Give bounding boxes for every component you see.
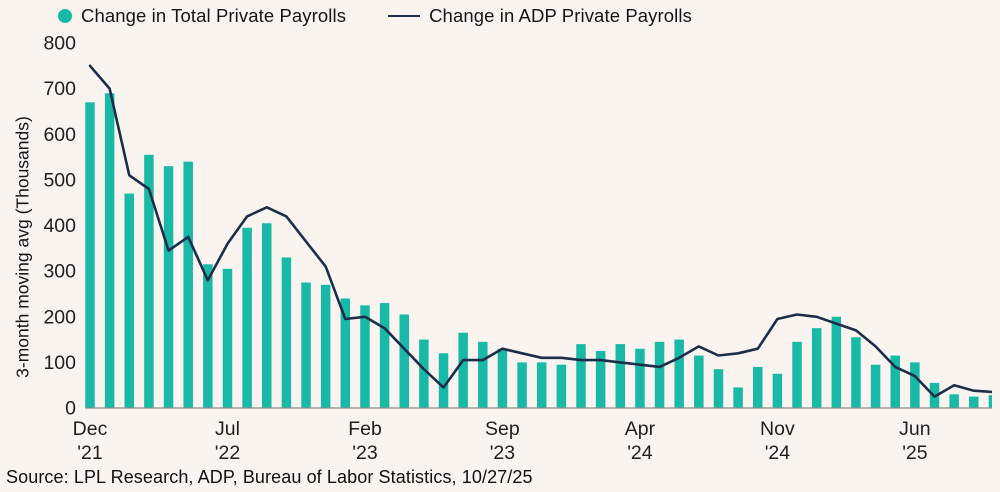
y-tick-label: 200 [43,306,76,328]
legend-dot-icon [58,9,72,23]
y-tick-label: 500 [43,169,76,191]
x-tick-month: Nov [760,418,795,440]
y-tick-label: 0 [65,398,76,420]
legend-item-adp-payrolls: Change in ADP Private Payrolls [388,5,692,27]
legend-item-total-payrolls: Change in Total Private Payrolls [58,5,346,27]
x-tick-year: '24 [627,442,653,464]
x-tick-month: Jul [215,418,240,440]
x-tick-month: Apr [625,418,656,440]
y-tick-label: 300 [43,261,76,283]
x-tick-year: '22 [215,442,240,464]
y-tick-label: 600 [43,124,76,146]
x-tick-month: Jun [899,418,930,440]
y-tick-label: 800 [43,33,76,55]
x-tick-year: '23 [352,442,377,464]
x-tick-month: Dec [73,418,108,440]
legend-label-total-payrolls: Change in Total Private Payrolls [81,5,347,26]
x-tick-month: Feb [348,418,382,440]
x-tick-year: '23 [490,442,515,464]
y-tick-label: 100 [43,352,76,374]
legend-line-icon [388,15,421,17]
y-tick-label: 700 [43,78,76,100]
source-note: Source: LPL Research, ADP, Bureau of Lab… [6,467,533,487]
x-tick-year: '25 [902,442,928,464]
x-tick-month: Sep [485,418,520,440]
y-tick-label: 400 [43,215,76,237]
chart-legend: Change in Total Private Payrolls Change … [58,5,692,27]
x-tick-year: '21 [77,442,102,464]
x-tick-year: '24 [765,442,791,464]
legend-label-adp-payrolls: Change in ADP Private Payrolls [429,5,692,26]
